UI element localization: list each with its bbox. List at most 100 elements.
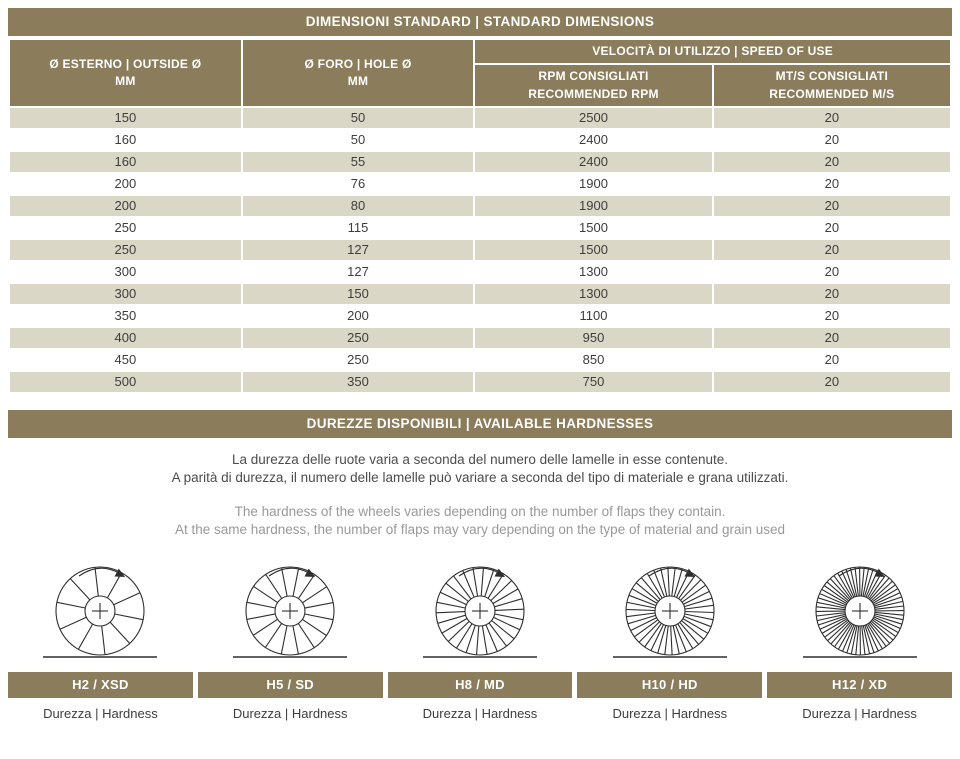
table-cell: 20 <box>711 370 953 395</box>
flap-wheel-diagram <box>612 566 727 659</box>
table-cell: 200 <box>8 194 243 219</box>
table-cell: 250 <box>240 348 476 373</box>
col-header-outside-diameter: Ø ESTERNO | OUTSIDE Ø MM <box>8 37 243 109</box>
hardness-caption: Durezza | Hardness <box>802 706 917 722</box>
table-cell: 115 <box>240 216 476 241</box>
table-cell: 300 <box>8 282 243 307</box>
table-cell: 20 <box>711 326 953 351</box>
table-cell: 500 <box>8 370 243 395</box>
table-cell: 2400 <box>473 128 714 153</box>
description-line: At the same hardness, the number of flap… <box>174 521 786 537</box>
table-cell: 20 <box>711 216 953 241</box>
table-cell: 450 <box>8 348 243 373</box>
table-cell: 50 <box>240 106 476 131</box>
table-cell: 250 <box>8 216 243 241</box>
table-row: 200 80 1900 20 <box>8 194 953 219</box>
hardness-column: H5 / SD Durezza | Hardness <box>197 554 383 722</box>
table-cell: 350 <box>8 304 243 329</box>
table-cell: 1100 <box>473 304 714 329</box>
col-header-hole-diameter: Ø FORO | HOLE Ø MM <box>240 37 476 109</box>
table-cell: 950 <box>473 326 714 351</box>
hardness-grade-label: H8 / MD <box>387 672 573 699</box>
hardness-grade-label: H10 / HD <box>577 672 763 699</box>
table-cell: 76 <box>240 172 476 197</box>
table-row: 350 200 1100 20 <box>8 304 953 329</box>
dimensions-table-body: 150 50 2500 20 160 50 2400 20 160 55 2400 20 200 76 19… <box>8 106 953 395</box>
table-cell: 400 <box>8 326 243 351</box>
table-row: 160 50 2400 20 <box>8 128 953 153</box>
table-cell: 20 <box>711 238 953 263</box>
rotation-arrow-icon <box>648 568 690 577</box>
rotation-arrow-icon <box>79 568 120 577</box>
table-cell: 80 <box>240 194 476 219</box>
table-cell: 20 <box>711 150 953 175</box>
col-header-speed-of-use: VELOCITÀ DI UTILIZZO | SPEED OF USE <box>473 37 952 66</box>
table-cell: 750 <box>473 370 714 395</box>
flap-wheel-diagram <box>43 566 158 659</box>
table-row: 300 127 1300 20 <box>8 260 953 285</box>
table-cell: 250 <box>240 326 476 351</box>
table-cell: 55 <box>240 150 476 175</box>
table-cell: 250 <box>8 238 243 263</box>
description-line: The hardness of the wheels varies depend… <box>234 504 726 520</box>
flap-wheel-diagram <box>233 566 348 659</box>
table-cell: 1900 <box>473 172 714 197</box>
table-cell: 200 <box>8 172 243 197</box>
rotation-arrow-icon <box>838 568 879 577</box>
table-cell: 20 <box>711 172 953 197</box>
table-cell: 20 <box>711 304 953 329</box>
hardness-grade-label: H12 / XD <box>767 672 952 699</box>
hardness-column: H8 / MD Durezza | Hardness <box>387 554 573 721</box>
col-header-recommended-rpm: RPM CONSIGLIATI RECOMMENDED RPM <box>473 63 714 109</box>
table-cell: 150 <box>8 106 243 131</box>
hardness-caption: Durezza | Hardness <box>612 706 728 722</box>
standard-dimensions-title: DIMENSIONI STANDARD | STANDARD DIMENSION… <box>8 8 952 36</box>
flap-wheel-diagram <box>422 566 537 659</box>
table-cell: 20 <box>711 106 953 131</box>
hardness-caption: Durezza | Hardness <box>232 706 348 722</box>
table-row: 150 50 2500 20 <box>8 106 953 131</box>
table-cell: 127 <box>240 260 476 285</box>
flap-wheel-diagram <box>802 566 917 659</box>
table-cell: 20 <box>711 348 953 373</box>
rotation-arrow-icon <box>268 568 310 577</box>
description-line: La durezza delle ruote varia a seconda d… <box>231 452 729 468</box>
table-cell: 200 <box>240 304 476 329</box>
table-row: 250 127 1500 20 <box>8 238 953 263</box>
table-row: 500 350 750 20 <box>8 370 953 395</box>
hardness-column: H2 / XSD Durezza | Hardness <box>8 554 193 721</box>
table-header: Ø ESTERNO | OUTSIDE Ø MM Ø FORO | HOLE Ø… <box>8 37 953 109</box>
description-line: A parità di durezza, il numero delle lam… <box>171 469 789 485</box>
hardness-description-english: The hardness of the wheels varies depend… <box>8 503 952 538</box>
table-cell: 160 <box>8 150 243 175</box>
table-cell: 160 <box>8 128 243 153</box>
table-cell: 1300 <box>473 282 714 307</box>
table-cell: 1300 <box>473 260 714 285</box>
hardness-column: H10 / HD Durezza | Hardness <box>577 554 763 722</box>
table-cell: 300 <box>8 260 243 285</box>
table-cell: 2400 <box>473 150 714 175</box>
table-row: 400 250 950 20 <box>8 326 953 351</box>
table-cell: 127 <box>240 238 476 263</box>
table-row: 300 150 1300 20 <box>8 282 953 307</box>
table-cell: 2500 <box>473 106 714 131</box>
hardness-description-italian: La durezza delle ruote varia a seconda d… <box>8 451 952 486</box>
hardness-grade-label: H5 / SD <box>197 672 383 699</box>
table-cell: 1500 <box>473 238 714 263</box>
standard-dimensions-table: Ø ESTERNO | OUTSIDE Ø MM Ø FORO | HOLE Ø… <box>8 37 953 395</box>
table-cell: 20 <box>711 282 953 307</box>
hardness-grade-label: H2 / XSD <box>8 672 193 699</box>
hardness-grid: H2 / XSD Durezza | Hardness H5 / SD Durezza… <box>8 554 952 721</box>
table-cell: 20 <box>711 194 953 219</box>
table-cell: 150 <box>240 282 476 307</box>
col-header-recommended-ms: MT/S CONSIGLIATI RECOMMENDED M/S <box>711 63 953 109</box>
table-cell: 20 <box>711 260 953 285</box>
table-row: 160 55 2400 20 <box>8 150 953 175</box>
table-cell: 1500 <box>473 216 714 241</box>
hardness-column: H12 / XD Durezza | Hardness <box>767 554 952 721</box>
table-row: 200 76 1900 20 <box>8 172 953 197</box>
table-cell: 1900 <box>473 194 714 219</box>
table-cell: 50 <box>240 128 476 153</box>
table-cell: 850 <box>473 348 714 373</box>
table-row: 250 115 1500 20 <box>8 216 953 241</box>
